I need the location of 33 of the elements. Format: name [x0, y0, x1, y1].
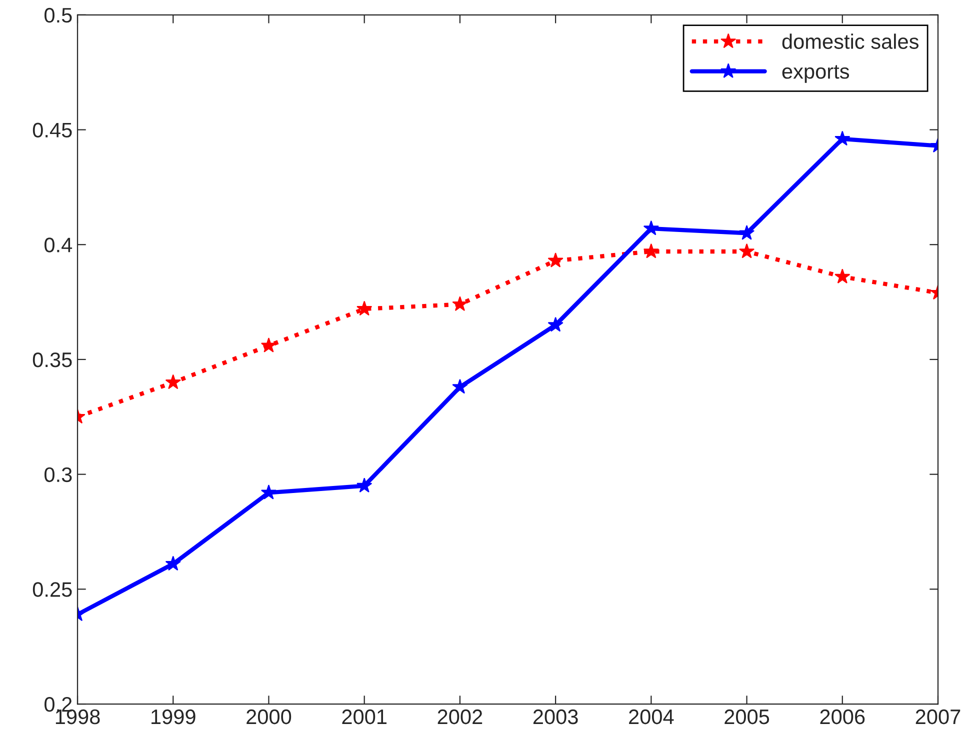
- point: [548, 252, 564, 268]
- point: [260, 484, 277, 500]
- point: [548, 316, 564, 332]
- point: [834, 268, 850, 284]
- y-tick-label: 0.25: [32, 582, 72, 597]
- x-tick-label: 1999: [152, 709, 196, 724]
- point: [452, 378, 468, 394]
- point: [260, 338, 277, 352]
- x-tick-label: 2003: [533, 709, 578, 724]
- point: [643, 220, 659, 236]
- x-tick-label: 2006: [820, 709, 865, 724]
- point: [356, 478, 372, 492]
- y-tick-label: 0.5: [44, 8, 72, 23]
- point: [165, 556, 181, 571]
- point: [643, 243, 659, 258]
- x-tick-label: 2007: [916, 709, 960, 724]
- legend-label: domestic sales: [782, 34, 918, 49]
- x-tick-label: 2001: [342, 709, 387, 724]
- point: [834, 130, 850, 146]
- point: [165, 374, 181, 390]
- point: [452, 296, 468, 312]
- point: [738, 243, 755, 258]
- legend-label: exports: [782, 65, 850, 83]
- point: [738, 224, 755, 240]
- point: [356, 300, 372, 316]
- x-tick-label: 2005: [724, 709, 770, 724]
- y-tick-label: 0.35: [32, 352, 72, 368]
- x-tick-label: 2000: [246, 709, 292, 724]
- y-tick-label: 0.3: [44, 467, 72, 482]
- x-tick-label: 2004: [629, 709, 674, 724]
- y-tick-label: 0.45: [32, 122, 72, 138]
- x-tick-label: 2002: [438, 709, 482, 724]
- y-tick-label: 0.4: [44, 238, 72, 252]
